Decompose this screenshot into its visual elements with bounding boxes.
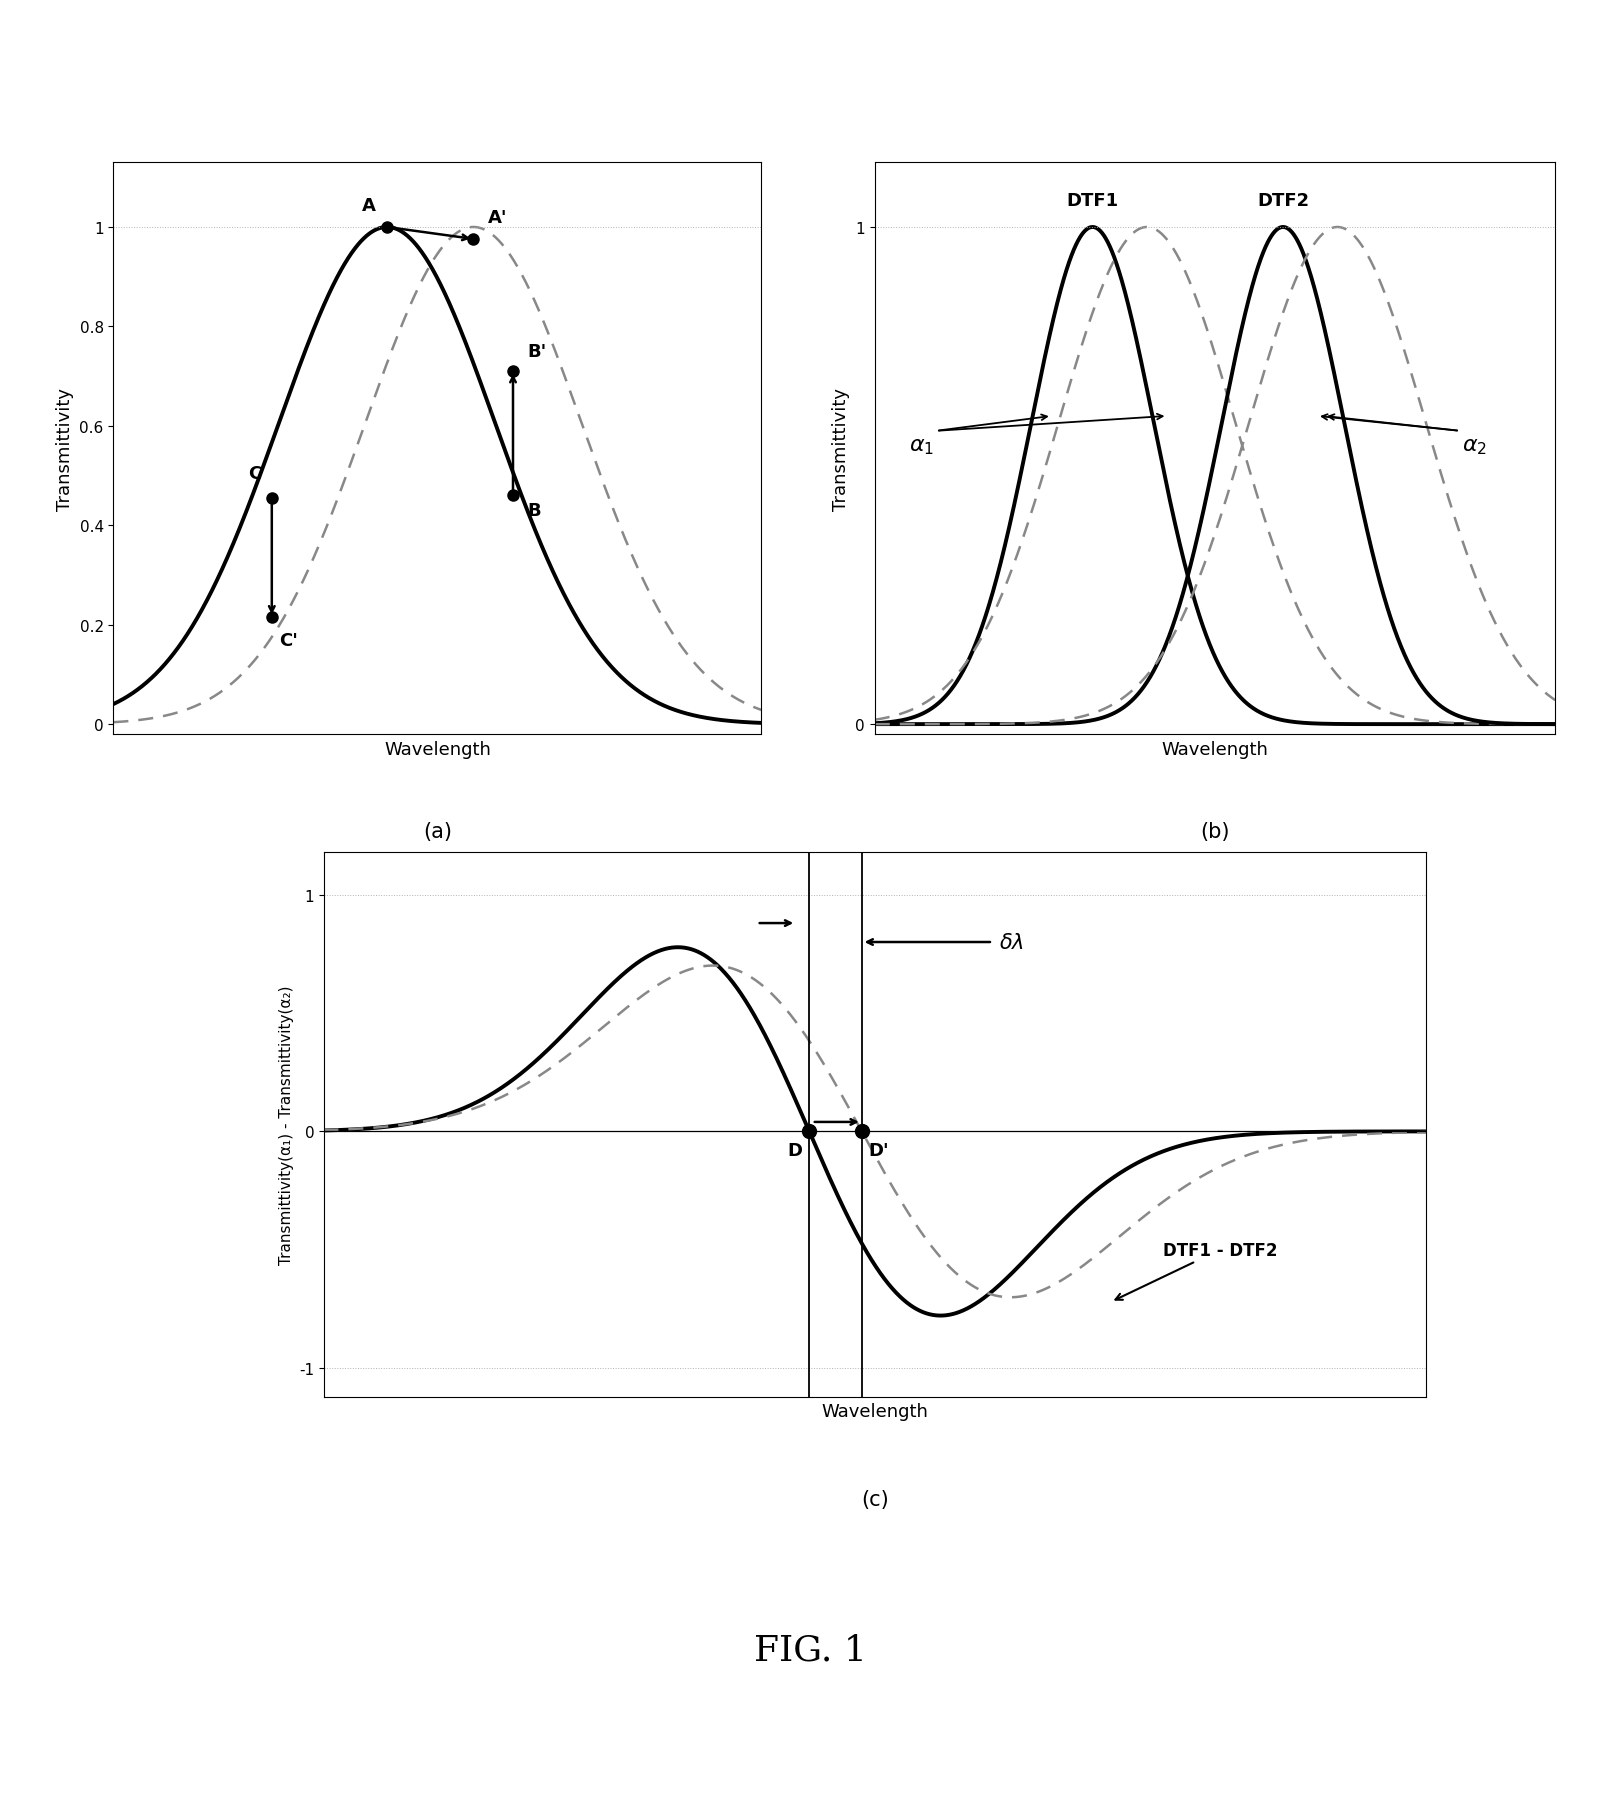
Y-axis label: Transmittivity: Transmittivity: [833, 388, 851, 510]
Text: C: C: [248, 464, 261, 483]
Text: DTF1: DTF1: [1066, 192, 1118, 209]
Text: (b): (b): [1200, 822, 1230, 842]
X-axis label: Wavelength: Wavelength: [821, 1402, 928, 1420]
Text: D: D: [787, 1141, 802, 1159]
Text: C': C': [279, 631, 298, 649]
Text: A': A': [488, 209, 507, 227]
X-axis label: Wavelength: Wavelength: [1162, 740, 1268, 758]
Text: A: A: [361, 196, 376, 214]
Text: B': B': [528, 343, 546, 361]
Text: $\alpha_2$: $\alpha_2$: [1463, 437, 1487, 457]
Text: DTF1 - DTF2: DTF1 - DTF2: [1116, 1241, 1278, 1301]
Text: B: B: [528, 502, 541, 521]
X-axis label: Wavelength: Wavelength: [384, 740, 491, 758]
Text: FIG. 1: FIG. 1: [753, 1633, 867, 1667]
Text: D': D': [868, 1141, 889, 1159]
Text: (a): (a): [423, 822, 452, 842]
Y-axis label: Transmittivity(α₁) - Transmittivity(α₂): Transmittivity(α₁) - Transmittivity(α₂): [279, 985, 293, 1264]
Y-axis label: Transmittivity: Transmittivity: [55, 388, 75, 510]
Text: $\alpha_1$: $\alpha_1$: [909, 437, 933, 457]
Text: $\delta\lambda$: $\delta\lambda$: [1000, 932, 1024, 952]
Text: DTF2: DTF2: [1257, 192, 1309, 209]
Text: (c): (c): [860, 1489, 889, 1509]
